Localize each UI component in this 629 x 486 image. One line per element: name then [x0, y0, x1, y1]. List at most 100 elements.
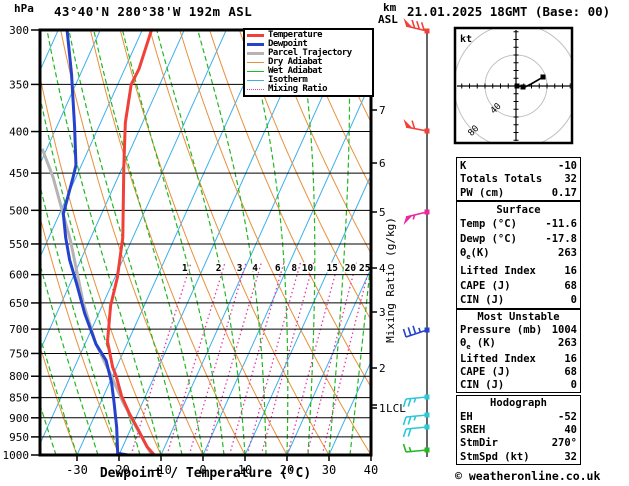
stats-value: 0: [570, 293, 577, 306]
stats-row: StmSpd (kt) 32: [460, 451, 577, 463]
stats-row: θe (K) 263: [460, 337, 577, 353]
wind-barb: [403, 119, 430, 134]
stats-label: PW (cm): [460, 186, 505, 199]
wind-barb: [403, 209, 430, 225]
temperature-axis: -30 -20 -10 0 10 20 30 40: [66, 455, 378, 477]
stats-row: StmDir 270°: [460, 437, 577, 449]
svg-text:3: 3: [379, 306, 386, 319]
wind-barb: [402, 443, 430, 453]
stats-box-header: Surface: [496, 204, 541, 217]
svg-text:-10: -10: [150, 463, 172, 477]
stats-row: Pressure (mb) 1004: [460, 324, 577, 336]
legend-label: Mixing Ratio: [268, 84, 328, 94]
svg-text:5: 5: [379, 206, 386, 219]
lcl-label: LCL: [386, 402, 406, 415]
svg-text:-20: -20: [108, 463, 130, 477]
stats-row: Lifted Index 16: [460, 265, 577, 277]
svg-text:4: 4: [252, 263, 258, 274]
stats-label: Dewp (°C): [460, 232, 517, 245]
wind-barb-column: [402, 18, 430, 457]
temperature-curve: [106, 31, 156, 454]
legend-label: Wet Adiabat: [268, 66, 323, 76]
mixing-ratio-axis-title: Mixing Ratio (g/kg): [384, 217, 397, 343]
svg-text:1000: 1000: [3, 449, 30, 462]
svg-text:1: 1: [379, 402, 386, 415]
stats-label: EH: [460, 410, 473, 423]
asl-unit-label: ASL: [378, 13, 398, 26]
legend-sample-temperature: [247, 34, 264, 37]
stats-value: 40: [564, 423, 577, 436]
stats-row: PW (cm) 0.17: [460, 187, 577, 199]
stats-label: CAPE (J): [460, 279, 511, 292]
stats-row: CAPE (J) 68: [460, 280, 577, 292]
svg-text:6: 6: [379, 157, 386, 170]
svg-text:750: 750: [9, 347, 29, 360]
svg-text:20: 20: [280, 463, 294, 477]
stats-row: θe(K) 263: [460, 247, 577, 263]
hodograph-unit-label: kt: [460, 34, 472, 45]
stats-row: K -10: [460, 160, 577, 172]
svg-text:7: 7: [379, 104, 386, 117]
legend-sample-wet-adiabat: [247, 71, 264, 72]
legend-row: Mixing Ratio: [247, 85, 372, 94]
svg-text:650: 650: [9, 297, 29, 310]
legend-sample-isotherm: [247, 80, 264, 81]
svg-text:-30: -30: [66, 463, 88, 477]
svg-text:20: 20: [345, 263, 357, 274]
svg-text:1: 1: [182, 263, 188, 274]
legend-row: Wet Adiabat: [247, 67, 372, 76]
legend-row: Temperature: [247, 31, 372, 40]
chart-legend: Temperature Dewpoint Parcel Trajectory Dry …: [243, 28, 374, 97]
stats-value: 270°: [551, 437, 577, 450]
stats-value: 0: [570, 379, 577, 392]
stats-value: -11.6: [545, 218, 577, 231]
stats-value: 16: [564, 353, 577, 366]
stats-value: 68: [564, 366, 577, 379]
legend-row: Dry Adiabat: [247, 58, 372, 67]
stats-label: θe(K): [460, 246, 490, 262]
valid-time: 21.01.2025 18GMT (Base: 00): [407, 4, 611, 19]
svg-text:8: 8: [291, 263, 297, 274]
stats-value: 263: [558, 246, 577, 259]
copyright-footer: © weatheronline.co.uk: [455, 469, 601, 483]
wind-barb: [403, 18, 430, 34]
stats-label: θe (K): [460, 336, 496, 351]
svg-text:10: 10: [302, 263, 314, 274]
stats-row: CIN (J) 0: [460, 294, 577, 306]
legend-label: Isotherm: [268, 75, 308, 85]
legend-label: Dewpoint: [268, 39, 308, 49]
stats-row: CIN (J) 0: [460, 379, 577, 391]
svg-text:450: 450: [9, 167, 29, 180]
svg-text:10: 10: [238, 463, 252, 477]
svg-text:6: 6: [275, 263, 281, 274]
legend-sample-mixing-ratio: [247, 89, 264, 90]
svg-text:400: 400: [9, 126, 29, 139]
svg-text:700: 700: [9, 323, 29, 336]
km-axis: 7 6 5 4 3 2 1 LCL: [371, 104, 406, 415]
legend-sample-dry-adiabat: [247, 62, 264, 63]
legend-row: Parcel Trajectory: [247, 49, 372, 58]
legend-sample-dewpoint: [247, 43, 264, 46]
svg-text:2: 2: [379, 362, 386, 375]
stats-row: Lifted Index 16: [460, 353, 577, 365]
svg-text:800: 800: [9, 370, 29, 383]
svg-text:30: 30: [322, 463, 336, 477]
stats-value: -10: [558, 159, 577, 172]
mixing-ratio-labels: 1 2 3 4 6 8 10 15 20 25: [180, 262, 372, 276]
stats-label: Pressure (mb): [460, 323, 543, 336]
stats-value: -17.8: [545, 232, 577, 245]
stats-box-most-unstable: Most Unstable Pressure (mb) 1004 θe (K) 263 L…: [456, 309, 581, 393]
hodograph-border: [453, 26, 574, 145]
stats-row: EH -52: [460, 411, 577, 423]
svg-text:500: 500: [9, 204, 29, 217]
stats-value: 68: [564, 279, 577, 292]
svg-text:40: 40: [364, 463, 378, 477]
stats-label: Lifted Index: [460, 353, 536, 366]
plot-area: [41, 31, 370, 454]
pressure-axis: 300 350 400 450 500 550 600 650 700 750 800 850 900 9…: [3, 24, 40, 462]
stats-box-surface: Surface Temp (°C) -11.6 Dewp (°C) -17.8 θe(K)…: [456, 201, 581, 309]
svg-text:0: 0: [199, 463, 206, 477]
